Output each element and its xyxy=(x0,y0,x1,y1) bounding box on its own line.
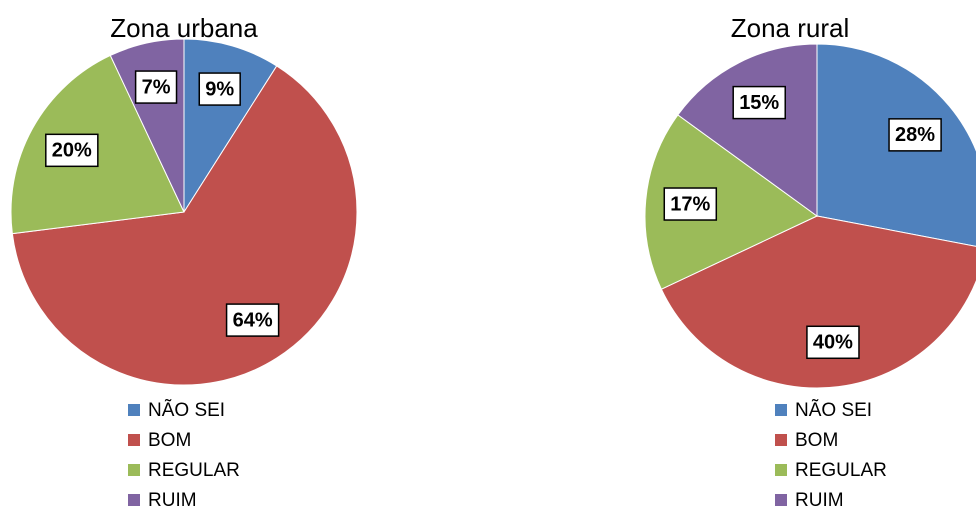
legend-swatch xyxy=(775,404,787,416)
legend-swatch xyxy=(128,404,140,416)
value-label-box xyxy=(663,187,718,221)
legend-swatch xyxy=(128,464,140,476)
legend-swatch xyxy=(775,494,787,506)
legend-swatch xyxy=(775,434,787,446)
legend-swatch xyxy=(775,464,787,476)
value-label-text: 28% xyxy=(895,124,935,146)
value-label-box xyxy=(732,85,786,120)
value-label-box xyxy=(45,133,99,168)
value-label-box xyxy=(198,72,241,106)
value-label: 15% xyxy=(732,85,786,120)
value-label-text: 40% xyxy=(813,332,853,354)
legend-label: NÃO SEI xyxy=(148,399,225,421)
legend-label: BOM xyxy=(795,430,838,451)
pie-slice xyxy=(660,215,976,389)
legend-label: BOM xyxy=(148,430,191,451)
value-label-box xyxy=(225,303,280,337)
value-label-text: 17% xyxy=(670,193,710,215)
legend-label: REGULAR xyxy=(795,460,887,481)
value-label-box xyxy=(888,118,942,152)
value-label: 64% xyxy=(225,303,280,337)
legend-label: RUIM xyxy=(148,490,197,510)
value-label: 7% xyxy=(134,70,178,104)
value-label-box xyxy=(806,325,860,360)
value-label: 9% xyxy=(198,72,241,106)
legend-swatch xyxy=(128,494,140,506)
value-label: 20% xyxy=(45,133,99,168)
value-label: 28% xyxy=(888,118,942,152)
value-label-text: 20% xyxy=(52,140,92,162)
value-label-text: 64% xyxy=(233,309,273,331)
legend-swatch xyxy=(128,434,140,446)
value-label: 17% xyxy=(663,187,718,221)
value-label: 40% xyxy=(806,325,860,360)
legend-label: REGULAR xyxy=(148,460,240,481)
value-label-box xyxy=(134,70,178,104)
value-label-text: 7% xyxy=(142,76,171,98)
value-label-text: 15% xyxy=(739,92,779,114)
value-label-text: 9% xyxy=(205,78,234,100)
legend-label: NÃO SEI xyxy=(795,399,872,421)
pie-slice xyxy=(644,114,818,290)
chart-title: Zona rural xyxy=(731,13,850,43)
chart-title: Zona urbana xyxy=(110,13,258,43)
legend-label: RUIM xyxy=(795,490,844,510)
